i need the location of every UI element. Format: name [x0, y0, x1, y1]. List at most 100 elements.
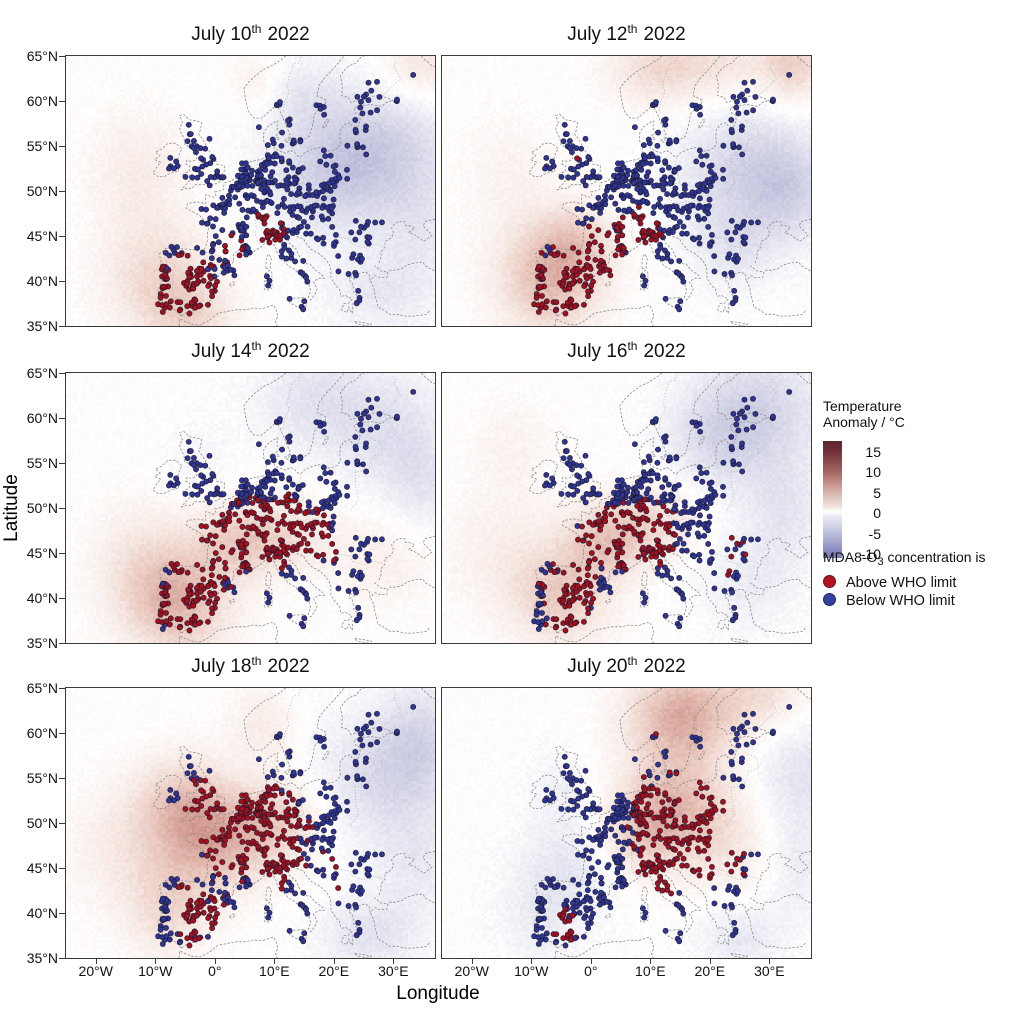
above-who-label: Above WHO limit: [846, 575, 957, 591]
y-tick-mark: [59, 373, 65, 374]
x-tick-label: 10°E: [259, 963, 290, 979]
y-tick-mark: [59, 281, 65, 282]
y-tick-mark: [59, 326, 65, 327]
colorbar-title: Temperature Anomaly / °C: [823, 398, 905, 430]
o3-legend-title: MDA8-O3 concentration is: [823, 549, 986, 568]
x-tick-mark: [709, 958, 711, 964]
y-tick-mark: [59, 146, 65, 147]
y-tick-mark: [59, 733, 65, 734]
x-tick-mark: [155, 958, 157, 964]
y-tick-mark: [59, 958, 65, 959]
legend-item-above-who: Above WHO limit: [823, 574, 957, 591]
panel-title-july-10: July 10th 2022: [191, 22, 310, 45]
map-panel-july-16: [441, 372, 812, 644]
map-canvas-july-14: [66, 373, 435, 643]
below-who-dot-icon: [823, 593, 836, 606]
y-tick-label: 60°N: [26, 725, 58, 741]
legend-item-below-who: Below WHO limit: [823, 592, 955, 609]
x-tick-label: 30°E: [754, 963, 785, 979]
x-tick-label: 10°W: [514, 963, 549, 979]
map-canvas-july-12: [442, 56, 811, 326]
x-tick-label: 10°E: [635, 963, 666, 979]
x-tick-mark: [95, 958, 97, 964]
panel-title-july-18: July 18th 2022: [191, 654, 310, 677]
x-tick-label: 0°: [208, 963, 222, 979]
x-tick-mark: [531, 958, 533, 964]
y-tick-mark: [59, 191, 65, 192]
x-tick-mark: [214, 958, 216, 964]
map-panel-july-12: [441, 55, 812, 327]
x-tick-label: 0°: [584, 963, 598, 979]
y-tick-label: 55°N: [26, 455, 58, 471]
colorbar: [823, 441, 842, 558]
colorbar-tick-label: -5: [868, 525, 881, 542]
x-tick-label: 20°E: [318, 963, 350, 979]
map-canvas-july-10: [66, 56, 435, 326]
x-tick-mark: [590, 958, 592, 964]
colorbar-tick-label: -10: [860, 546, 881, 562]
map-panel-july-10: [65, 55, 436, 327]
y-tick-mark: [59, 868, 65, 869]
panel-title-july-16: July 16th 2022: [567, 339, 686, 362]
x-tick-mark: [393, 958, 395, 964]
map-panel-july-18: [65, 687, 436, 959]
map-canvas-july-16: [442, 373, 811, 643]
colorbar-tick-label: 0: [873, 505, 881, 522]
x-tick-label: 30°E: [378, 963, 409, 979]
y-tick-mark: [59, 508, 65, 509]
y-tick-label: 65°N: [26, 48, 58, 64]
below-who-label: Below WHO limit: [846, 593, 955, 609]
map-panel-july-20: [441, 687, 812, 959]
colorbar-tick-label: 15: [865, 444, 881, 460]
x-tick-label: 20°W: [78, 963, 113, 979]
y-tick-mark: [59, 463, 65, 464]
y-tick-label: 40°N: [26, 273, 58, 289]
y-tick-label: 60°N: [26, 410, 58, 426]
panel-title-july-14: July 14th 2022: [191, 339, 310, 362]
y-tick-label: 55°N: [26, 138, 58, 154]
panel-title-july-20: July 20th 2022: [567, 654, 686, 677]
colorbar-tick-label: 5: [873, 484, 881, 501]
y-tick-mark: [59, 913, 65, 914]
y-tick-label: 35°N: [26, 950, 58, 966]
x-tick-mark: [471, 958, 473, 964]
y-tick-label: 40°N: [26, 905, 58, 921]
map-canvas-july-20: [442, 688, 811, 958]
map-panel-july-14: [65, 372, 436, 644]
y-tick-mark: [59, 643, 65, 644]
y-tick-mark: [59, 236, 65, 237]
y-tick-mark: [59, 688, 65, 689]
y-tick-label: 50°N: [26, 500, 58, 516]
x-tick-mark: [769, 958, 771, 964]
x-tick-label: 20°W: [454, 963, 489, 979]
x-tick-mark: [650, 958, 652, 964]
colorbar-title-line1: Temperature: [823, 398, 902, 414]
y-tick-label: 65°N: [26, 365, 58, 381]
x-tick-label: 20°E: [694, 963, 726, 979]
y-tick-label: 45°N: [26, 860, 58, 876]
y-tick-label: 50°N: [26, 183, 58, 199]
above-who-dot-icon: [823, 575, 836, 588]
y-tick-mark: [59, 101, 65, 102]
x-tick-mark: [274, 958, 276, 964]
legend: Temperature Anomaly / °C 15 10 5 0 -5 -10 MDA…: [820, 395, 1024, 655]
y-tick-mark: [59, 778, 65, 779]
y-tick-mark: [59, 823, 65, 824]
x-tick-label: 10°W: [138, 963, 173, 979]
y-tick-label: 35°N: [26, 635, 58, 651]
y-tick-label: 45°N: [26, 228, 58, 244]
y-tick-mark: [59, 553, 65, 554]
x-tick-mark: [333, 958, 335, 964]
x-axis-title: Longitude: [396, 983, 480, 1004]
y-tick-label: 50°N: [26, 815, 58, 831]
colorbar-title-line2: Anomaly / °C: [823, 414, 905, 430]
y-tick-label: 65°N: [26, 680, 58, 696]
y-tick-mark: [59, 418, 65, 419]
y-tick-label: 40°N: [26, 590, 58, 606]
y-tick-mark: [59, 56, 65, 57]
colorbar-tick-label: 10: [865, 464, 881, 481]
y-tick-label: 55°N: [26, 770, 58, 786]
map-canvas-july-18: [66, 688, 435, 958]
y-tick-mark: [59, 598, 65, 599]
